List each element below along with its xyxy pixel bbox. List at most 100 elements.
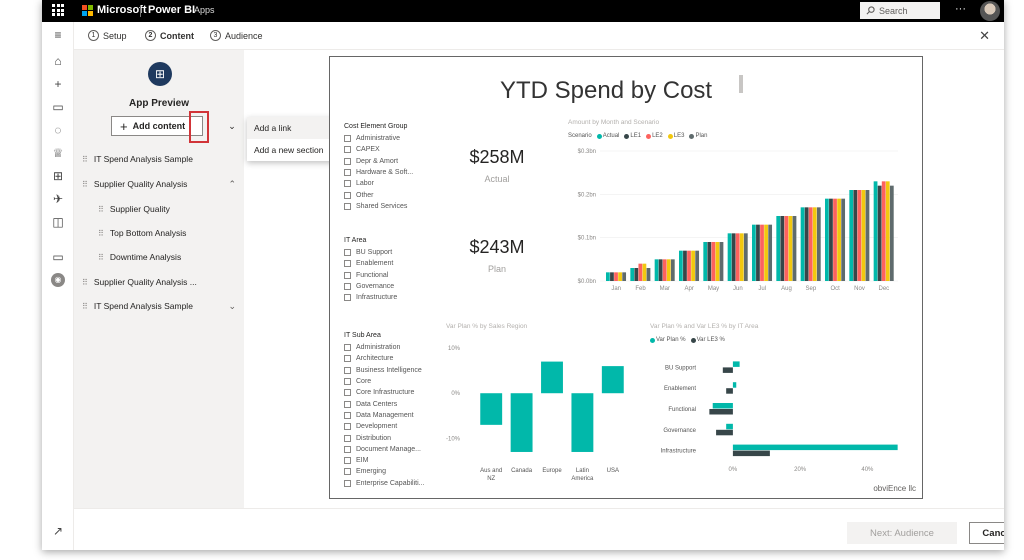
checkbox[interactable] [344, 355, 351, 363]
slicer-option[interactable]: Distribution [344, 432, 424, 443]
legend-item[interactable]: Actual [596, 133, 619, 139]
checkbox[interactable] [344, 260, 351, 268]
checkbox[interactable] [344, 135, 351, 143]
slicer-option[interactable]: Document Manage... [344, 444, 424, 455]
learn-icon[interactable]: ◫ [52, 215, 64, 229]
slicer-option[interactable]: Shared Services [344, 201, 413, 212]
checkbox[interactable] [344, 146, 351, 154]
checkbox[interactable] [344, 411, 351, 419]
hamburger-icon[interactable]: ≡ [54, 28, 62, 42]
checkbox[interactable] [344, 423, 351, 431]
legend-item[interactable]: Var Plan % [650, 337, 686, 343]
folder-icon[interactable]: ▭ [52, 100, 64, 114]
drag-handle-icon[interactable]: ⠿ [82, 179, 88, 189]
slicer-option[interactable]: Data Management [344, 410, 424, 421]
deployment-icon[interactable]: ✈ [52, 192, 64, 206]
checkbox[interactable] [344, 249, 351, 257]
slicer-option[interactable]: Infrastructure [344, 292, 397, 303]
drag-handle-icon[interactable]: ⠿ [82, 277, 88, 287]
expand-arrow-icon[interactable]: ↗ [52, 524, 64, 538]
checkbox[interactable] [344, 271, 351, 279]
step-setup[interactable]: 1 Setup [88, 30, 127, 41]
slicer-option[interactable]: Core [344, 376, 424, 387]
goals-icon[interactable]: ♕ [52, 146, 64, 160]
close-icon[interactable]: ✕ [979, 28, 990, 43]
checkbox[interactable] [344, 389, 351, 397]
slicer-option[interactable]: Other [344, 189, 413, 200]
checkbox[interactable] [344, 468, 351, 476]
more-options-icon[interactable]: ··· [955, 3, 966, 15]
slicer-option[interactable]: Administrative [344, 133, 413, 144]
nav-item[interactable]: ⠿ Supplier Quality Analysis ... [82, 277, 197, 287]
menu-item-add-section[interactable]: Add a new section [254, 145, 324, 155]
nav-subitem[interactable]: ⠿ Downtime Analysis [98, 252, 181, 262]
checkbox[interactable] [344, 400, 351, 408]
nav-subitem[interactable]: ⠿ Supplier Quality [98, 204, 170, 214]
slicer-option[interactable]: Administration [344, 342, 424, 353]
nav-item[interactable]: ⠿ Supplier Quality Analysis ⌃ [82, 178, 236, 190]
app-launcher-icon[interactable] [52, 4, 64, 16]
slicer-option[interactable]: Enablement [344, 258, 397, 269]
checkbox[interactable] [344, 366, 351, 374]
cancel-button[interactable]: Cancel [969, 522, 1004, 544]
checkbox[interactable] [344, 434, 351, 442]
slicer-option[interactable]: Labor [344, 178, 413, 189]
checkbox[interactable] [344, 157, 351, 165]
slicer-option[interactable]: Core Infrastructure [344, 387, 424, 398]
slicer-option[interactable]: Emerging [344, 466, 424, 477]
add-content-chevron-icon[interactable]: ⌄ [228, 120, 236, 131]
collapse-icon[interactable]: ⌃ [228, 178, 236, 189]
drag-handle-icon[interactable]: ⠿ [98, 228, 104, 238]
legend-item[interactable]: LE2 [646, 133, 663, 139]
product-name[interactable]: Power BI [148, 4, 196, 16]
search-input[interactable]: Search [860, 2, 940, 19]
step-audience[interactable]: 3 Audience [210, 30, 263, 41]
slicer-option[interactable]: Functional [344, 270, 397, 281]
legend-item[interactable]: Var LE3 % [690, 337, 725, 343]
slicer-option[interactable]: Business Intelligence [344, 365, 424, 376]
add-content-button[interactable]: + Add content [111, 116, 203, 136]
checkbox[interactable] [344, 283, 351, 291]
checkbox[interactable] [344, 378, 351, 386]
next-audience-button[interactable]: Next: Audience [847, 522, 957, 544]
workspace-icon[interactable]: ◉ [51, 273, 65, 287]
slicer-option[interactable]: BU Support [344, 247, 397, 258]
slicer-option[interactable]: CAPEX [344, 144, 413, 155]
legend-item[interactable]: Plan [689, 133, 707, 139]
legend-item[interactable]: LE1 [624, 133, 641, 139]
step-content[interactable]: 2 Content [145, 30, 194, 41]
checkbox[interactable] [344, 169, 351, 177]
legend-item[interactable]: LE3 [667, 133, 684, 139]
create-icon[interactable]: + [54, 77, 62, 91]
slicer-option[interactable]: EIM [344, 455, 424, 466]
checkbox[interactable] [344, 479, 351, 487]
apps-icon[interactable]: ⊞ [52, 169, 64, 183]
slicer-option[interactable]: Enterprise Capabiliti... [344, 478, 424, 489]
slicer-option[interactable]: Governance [344, 281, 397, 292]
drag-handle-icon[interactable]: ⠿ [98, 252, 104, 262]
nav-item[interactable]: ⠿ IT Spend Analysis Sample ⌄ [82, 300, 236, 312]
slicer-option[interactable]: Architecture [344, 353, 424, 364]
avatar[interactable] [980, 1, 1000, 21]
nav-item[interactable]: ⠿ IT Spend Analysis Sample [82, 154, 193, 164]
area-name[interactable]: Apps [194, 5, 215, 15]
checkbox[interactable] [344, 445, 351, 453]
slicer-option[interactable]: Development [344, 421, 424, 432]
slicer-option[interactable]: Data Centers [344, 398, 424, 409]
drag-handle-icon[interactable]: ⠿ [82, 154, 88, 164]
slicer-option[interactable]: Hardware & Soft... [344, 167, 413, 178]
drag-handle-icon[interactable]: ⠿ [98, 204, 104, 214]
data-hub-icon[interactable]: ◌ [54, 123, 62, 137]
checkbox[interactable] [344, 180, 351, 188]
checkbox[interactable] [344, 457, 351, 465]
checkbox[interactable] [344, 191, 351, 199]
slicer-option[interactable]: Depr & Amort [344, 156, 413, 167]
drag-handle-icon[interactable]: ⠿ [82, 301, 88, 311]
home-icon[interactable]: ⌂ [54, 54, 62, 68]
workspaces-icon[interactable]: ▭ [52, 250, 64, 264]
checkbox[interactable] [344, 344, 351, 352]
expand-icon[interactable]: ⌄ [228, 300, 236, 311]
checkbox[interactable] [344, 202, 351, 210]
checkbox[interactable] [344, 294, 351, 302]
nav-subitem[interactable]: ⠿ Top Bottom Analysis [98, 228, 186, 238]
